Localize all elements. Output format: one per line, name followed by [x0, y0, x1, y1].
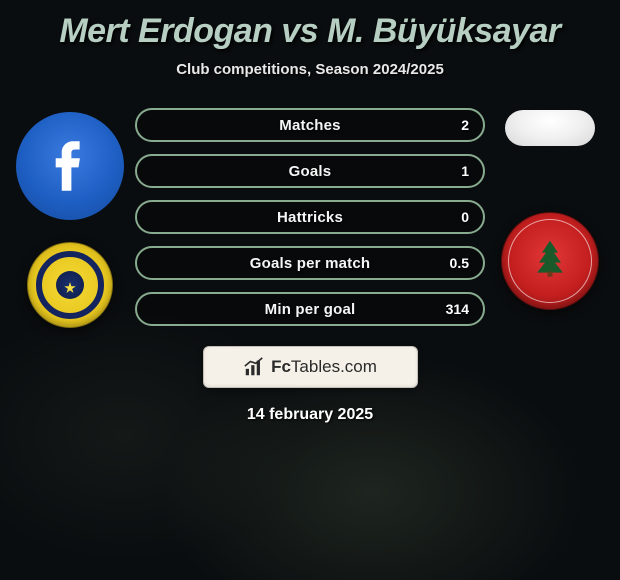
brand-logo[interactable]: FcTables.com	[203, 346, 418, 388]
comparison-row: Matches 2 Goals 1 Hattricks 0 Goals per match 0…	[0, 108, 620, 328]
date-label: 14 february 2025	[0, 406, 620, 424]
facebook-icon	[37, 133, 103, 199]
stat-label: Goals	[289, 163, 332, 180]
club-badge-right	[501, 212, 599, 310]
stat-row: Matches 2	[135, 108, 485, 142]
club-badge-left	[27, 242, 113, 328]
stat-label: Matches	[279, 117, 340, 134]
stat-value: 1	[461, 163, 469, 179]
stat-value: 0.5	[450, 255, 469, 271]
chart-icon	[243, 356, 265, 378]
subtitle: Club competitions, Season 2024/2025	[0, 61, 620, 78]
stat-row: Min per goal 314	[135, 292, 485, 326]
page-title: Mert Erdogan vs M. Büyüksayar	[0, 0, 620, 51]
player-photo-right	[505, 110, 595, 146]
stat-row: Goals 1	[135, 154, 485, 188]
stat-value: 0	[461, 209, 469, 225]
stat-value: 2	[461, 117, 469, 133]
stat-row: Goals per match 0.5	[135, 246, 485, 280]
stat-label: Goals per match	[250, 255, 371, 272]
tree-icon	[535, 239, 565, 279]
stats-column: Matches 2 Goals 1 Hattricks 0 Goals per match 0…	[135, 108, 485, 326]
brand-text: FcTables.com	[271, 357, 377, 377]
player-photo-left	[16, 112, 124, 220]
stat-label: Min per goal	[265, 301, 356, 318]
left-column	[15, 108, 125, 328]
right-column	[495, 108, 605, 310]
stat-label: Hattricks	[277, 209, 343, 226]
club-badge-star-icon	[64, 282, 76, 294]
stat-value: 314	[446, 301, 469, 317]
stat-row: Hattricks 0	[135, 200, 485, 234]
